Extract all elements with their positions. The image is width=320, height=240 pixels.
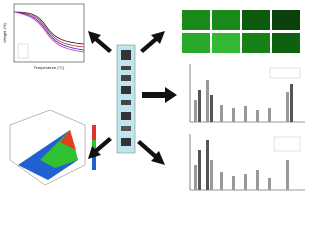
bar — [244, 106, 247, 122]
x-axis-label: Temperature (°C) — [34, 65, 65, 70]
bar — [256, 170, 259, 190]
component — [121, 75, 131, 81]
image — [242, 33, 270, 53]
colorbar — [92, 155, 96, 170]
bar-panel-1 — [189, 64, 305, 123]
legend — [17, 43, 29, 59]
device — [116, 44, 136, 154]
component — [121, 66, 131, 70]
bar — [220, 172, 223, 190]
surface-panel — [9, 109, 96, 186]
thermogram-panel: Temperature (°C) Weight (%) — [2, 3, 85, 70]
bar — [268, 178, 271, 190]
bar — [232, 176, 235, 190]
box — [9, 109, 86, 186]
arrow — [88, 137, 112, 159]
bar — [198, 90, 201, 122]
component — [121, 86, 131, 94]
bar — [210, 160, 213, 190]
component — [121, 112, 131, 120]
bar — [194, 100, 197, 122]
component — [121, 50, 131, 60]
bar — [206, 80, 209, 122]
arrow — [88, 31, 112, 53]
bar — [198, 150, 201, 190]
curve — [13, 11, 85, 53]
image — [272, 33, 300, 53]
image — [272, 10, 300, 30]
bar — [210, 95, 213, 122]
bar — [286, 160, 289, 190]
arrow — [137, 140, 165, 165]
arrow — [142, 87, 177, 103]
component — [121, 126, 131, 131]
bar-panel-2 — [189, 134, 305, 191]
axes — [189, 134, 305, 191]
y-axis-label: Weight (%) — [2, 22, 7, 42]
axes — [189, 64, 305, 123]
bar — [290, 84, 293, 122]
bar — [286, 92, 289, 122]
image — [182, 33, 210, 53]
legend — [273, 136, 301, 152]
arrows — [88, 31, 177, 165]
colorbar — [92, 140, 96, 155]
component — [121, 138, 131, 146]
curve — [13, 11, 85, 45]
bar — [206, 140, 209, 190]
arrow — [140, 31, 165, 53]
bar — [220, 105, 223, 122]
bar — [244, 174, 247, 190]
graphical-abstract: Temperature (°C) Weight (%) — [2, 3, 305, 191]
bar — [268, 108, 271, 122]
device-body — [116, 44, 136, 154]
image — [242, 10, 270, 30]
fluorescence-grid — [182, 10, 300, 53]
bar — [194, 165, 197, 190]
legend — [269, 67, 301, 79]
curve — [13, 11, 85, 48]
bars — [194, 80, 293, 122]
page: Temperature (°C) Weight (%) — [2, 3, 305, 191]
image — [212, 10, 240, 30]
curve — [13, 11, 85, 51]
image — [212, 33, 240, 53]
image — [182, 10, 210, 30]
bar — [256, 110, 259, 122]
bars — [194, 140, 289, 190]
surface — [60, 130, 76, 150]
component — [121, 100, 131, 105]
bar — [232, 108, 235, 122]
